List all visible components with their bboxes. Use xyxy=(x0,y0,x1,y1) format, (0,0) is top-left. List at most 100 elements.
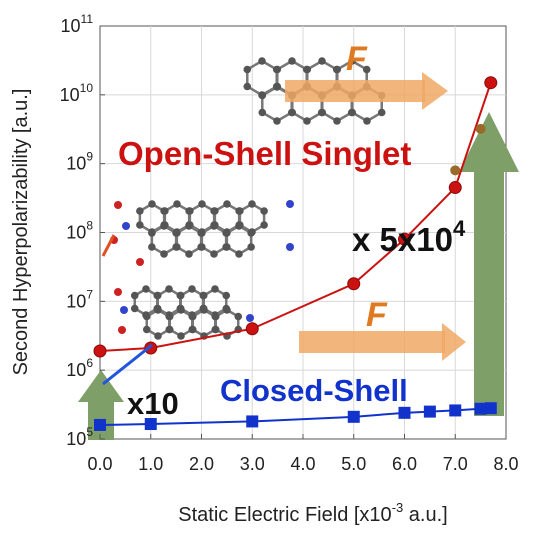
atom xyxy=(165,285,173,293)
atom xyxy=(377,108,386,117)
atom xyxy=(248,200,256,208)
heteroatom xyxy=(286,243,294,251)
heteroatom xyxy=(114,201,122,209)
atom xyxy=(258,57,266,65)
atom xyxy=(273,83,281,91)
ratio-small-label: x10 xyxy=(127,386,179,421)
atom xyxy=(211,312,220,321)
atom xyxy=(188,285,196,293)
data-point-closed-shell xyxy=(423,405,436,418)
ratio-big-label: x 5x104 xyxy=(352,216,466,258)
atom xyxy=(260,221,268,229)
atom xyxy=(165,325,174,334)
open-shell-label: Open-Shell Singlet xyxy=(118,135,411,172)
atom xyxy=(348,108,357,117)
atom xyxy=(235,250,243,258)
atom xyxy=(288,57,296,65)
y-tick-labels: 105 106 107 108 109 1010 1011 xyxy=(60,12,105,449)
atom xyxy=(348,57,356,65)
atom xyxy=(188,325,197,334)
heteroatom xyxy=(286,200,294,208)
atom xyxy=(273,117,281,125)
atom xyxy=(303,117,311,125)
blue-dash-mark xyxy=(102,343,153,386)
enhancement-arrow-big xyxy=(459,112,519,416)
heteroatom xyxy=(122,222,130,230)
atom xyxy=(173,243,181,251)
x-tick-label: 5.0 xyxy=(341,454,366,474)
heteroatom xyxy=(118,326,126,334)
atom xyxy=(318,108,327,117)
data-point-closed-shell xyxy=(94,418,106,431)
atom xyxy=(243,82,252,91)
closed-shell-label: Closed-Shell xyxy=(220,373,408,408)
x-tick-label: 8.0 xyxy=(493,454,518,474)
data-point-closed-shell xyxy=(347,410,360,423)
heteroatom xyxy=(120,306,128,314)
atom xyxy=(136,221,144,229)
atom xyxy=(234,312,243,321)
x-tick-label: 3.0 xyxy=(240,454,265,474)
y-tick-label: 107 xyxy=(66,287,93,311)
data-point-open-shell xyxy=(448,181,462,195)
atom xyxy=(363,117,371,125)
atom xyxy=(160,250,168,258)
atom xyxy=(333,65,342,74)
atom xyxy=(210,250,218,258)
atom xyxy=(223,306,231,314)
atom xyxy=(223,200,231,208)
atom xyxy=(148,243,156,251)
atom xyxy=(148,229,156,237)
data-point-crossover xyxy=(450,165,461,176)
y-tick-label: 106 xyxy=(66,356,93,380)
y-tick-label: 108 xyxy=(66,219,93,243)
atom xyxy=(160,222,168,230)
data-point-closed-shell xyxy=(474,402,487,415)
atom xyxy=(130,304,139,313)
atom xyxy=(173,200,181,208)
atom xyxy=(223,229,231,237)
atom xyxy=(142,325,151,334)
atom xyxy=(235,222,243,230)
force-label-top: F xyxy=(346,40,368,78)
data-point-closed-shell xyxy=(398,406,411,419)
atom xyxy=(223,243,231,251)
atom xyxy=(199,291,208,300)
heteroatom xyxy=(136,258,144,266)
atom xyxy=(154,306,162,314)
x-axis-label: Static Electric Field [x10-3 a.u.] xyxy=(178,500,447,526)
atom xyxy=(200,306,208,314)
atom xyxy=(236,207,244,215)
atom xyxy=(130,291,139,300)
data-point-open-shell xyxy=(398,232,411,246)
data-point-open-shell xyxy=(144,341,158,355)
data-point-closed-shell xyxy=(246,415,259,428)
force-arrow-top xyxy=(285,72,448,110)
atom xyxy=(247,243,255,251)
atom xyxy=(173,229,181,237)
atom xyxy=(222,291,231,300)
atom xyxy=(318,57,326,65)
atom xyxy=(154,332,162,340)
y-tick-label: 1010 xyxy=(60,81,94,105)
atom xyxy=(161,207,169,215)
atom xyxy=(176,291,185,300)
red-dash-mark xyxy=(101,234,116,257)
x-tick-labels: 0.0 1.0 2.0 3.0 4.0 5.0 6.0 7.0 8.0 xyxy=(87,434,519,474)
atom xyxy=(148,200,156,208)
atom xyxy=(211,285,219,293)
atom xyxy=(185,250,193,258)
data-point-closed-shell xyxy=(144,418,157,431)
y-tick-label: 109 xyxy=(66,150,93,174)
push-pull-molecule-upper xyxy=(110,200,294,266)
force-arrow-bottom xyxy=(299,323,466,361)
atom xyxy=(198,243,206,251)
push-pull-molecule-lower xyxy=(114,285,254,340)
series-layer xyxy=(93,76,498,431)
atom xyxy=(185,222,193,230)
atom xyxy=(186,207,194,215)
atom xyxy=(260,207,268,215)
atom xyxy=(198,229,206,237)
atom xyxy=(136,207,144,215)
